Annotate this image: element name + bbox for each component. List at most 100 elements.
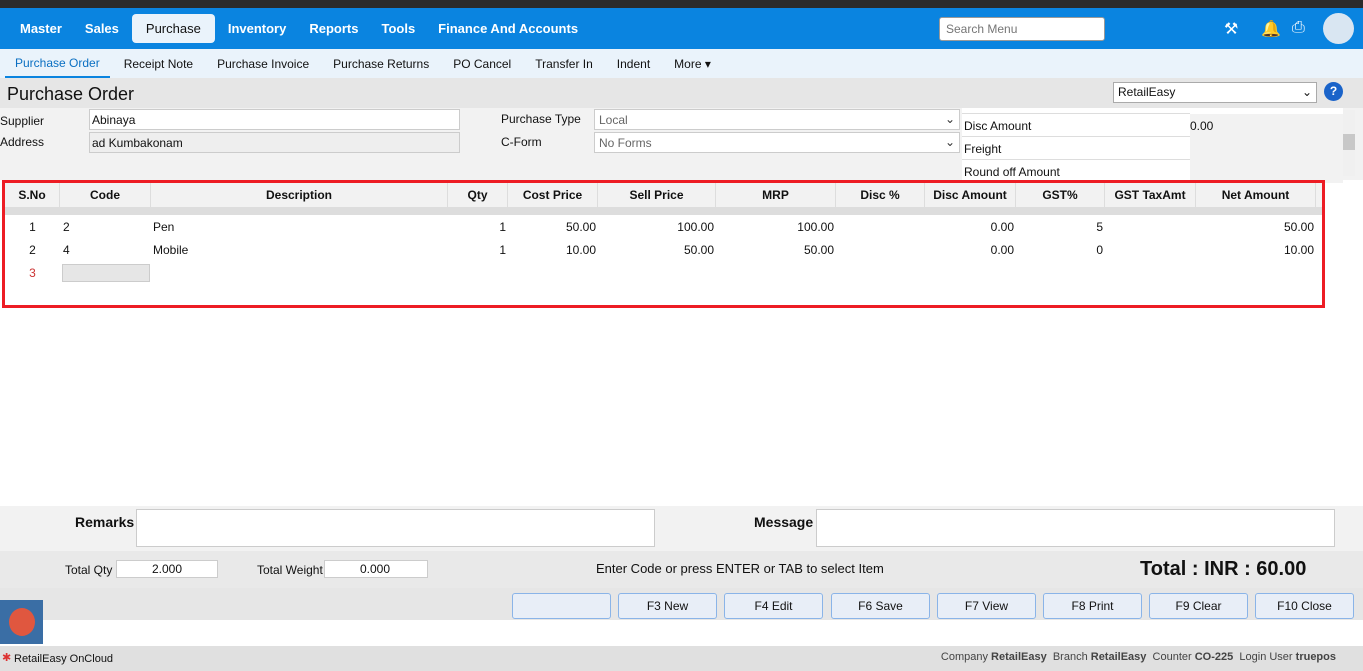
table-cell: 1 [499,219,506,234]
cform-select[interactable]: No Forms ⌄ [594,132,960,153]
app-name: RetailEasy OnCloud [14,653,114,665]
user-avatar[interactable] [1323,13,1354,44]
branch-value: RetailEasy [1090,651,1147,663]
table-cell: 0.00 [990,242,1014,257]
column-header[interactable]: GST TaxAmt [1105,183,1196,207]
counter-label: Counter [1152,651,1192,663]
table-cell: 2 [29,242,36,257]
company-value: RetailEasy [1118,85,1176,99]
column-header[interactable]: Disc % [836,183,925,207]
company-label: Company [940,651,988,663]
cform-label: C-Form [501,135,542,149]
tab-purchase-returns[interactable]: Purchase Returns [333,56,430,71]
notes-panel: Remarks Message [0,506,1363,551]
column-header[interactable]: Code [60,183,151,207]
column-header[interactable]: Disc Amount [925,183,1016,207]
grid-header: S.No Code Description Qty Cost Price Sell Pri… [5,183,1322,215]
nav-inventory[interactable]: Inventory [227,21,287,36]
summary-value [1190,160,1343,183]
address-input[interactable]: ad Kumbakonam [89,132,460,153]
clear-button[interactable]: F9 Clear [1149,593,1248,619]
column-header[interactable]: MRP [716,183,836,207]
table-cell: 50.00 [683,242,714,257]
table-cell: Mobile [153,242,189,257]
hint-text: Enter Code or press ENTER or TAB to sele… [596,561,884,576]
print-button[interactable]: F8 Print [1043,593,1142,619]
hammer-icon[interactable]: ⚒ [1224,21,1239,38]
table-row[interactable]: 1 2 Pen 1 50.00 100.00 100.00 0.00 5 50.00 [5,215,1322,238]
search-menu-input[interactable] [939,17,1105,41]
table-cell: 4 [63,242,70,257]
address-label: Address [0,135,45,149]
code-input[interactable] [62,263,150,282]
column-header[interactable]: Cost Price [508,183,598,207]
nav-tools[interactable]: Tools [381,21,416,36]
remarks-textarea[interactable] [136,509,655,547]
row-number: 3 [29,265,36,280]
new-row[interactable]: 3 [5,261,1322,284]
table-cell: 50.00 [803,242,834,257]
summary-scrollbar[interactable] [1343,110,1355,176]
table-cell: 0 [1096,242,1103,257]
items-grid: S.No Code Description Qty Cost Price Sell Pri… [2,180,1325,308]
sub-nav: Purchase Order Receipt Note Purchase Inv… [0,49,1363,78]
scroll-thumb[interactable] [1343,134,1355,150]
total-weight-label: Total Weight [257,563,323,577]
tab-po-cancel[interactable]: PO Cancel [453,56,512,71]
column-header[interactable]: Qty [448,183,508,207]
tab-purchase-invoice[interactable]: Purchase Invoice [217,56,310,71]
nav-reports[interactable]: Reports [309,21,359,36]
summary-row: Disc Amount 0.00 [962,114,1343,137]
total-qty-field: 2.000 [116,560,218,578]
support-avatar-icon[interactable] [0,600,43,644]
view-button[interactable]: F7 View [937,593,1036,619]
summary-label: Freight [964,142,1002,156]
user-value: truepos [1295,651,1336,663]
column-header[interactable]: Sell Price [598,183,716,207]
browser-top [0,0,1363,8]
close-button[interactable]: F10 Close [1255,593,1354,619]
summary-panel: Disc Amount 0.00 Freight Round off Amount [962,108,1343,183]
summary-value [1190,137,1343,160]
nav-purchase[interactable]: Purchase [131,14,215,43]
column-header[interactable]: Net Amount [1196,183,1316,207]
total-weight-field: 0.000 [324,560,428,578]
message-textarea[interactable] [816,509,1335,547]
edit-button[interactable]: F4 Edit [724,593,823,619]
purchase-type-select[interactable]: Local ⌄ [594,109,960,130]
chevron-down-icon: ⌄ [944,112,955,126]
help-icon[interactable]: ? [1324,82,1343,101]
action-bar: F3 New F4 Edit F6 Save F7 View F8 Print … [0,588,1363,620]
tab-indent[interactable]: Indent [616,56,651,71]
bell-icon[interactable]: 🔔 [1261,21,1281,38]
summary-label: Round off Amount [964,165,1060,179]
tab-purchase-order[interactable]: Purchase Order [5,50,110,78]
tab-receipt-note[interactable]: Receipt Note [123,56,194,71]
new-button[interactable]: F3 New [618,593,717,619]
save-button[interactable]: F6 Save [831,593,930,619]
column-header[interactable]: GST% [1016,183,1105,207]
table-cell: 5 [1096,219,1103,234]
status-bar: ✱ RetailEasy OnCloud Company RetailEasy … [0,646,1363,671]
table-row[interactable]: 2 4 Mobile 1 10.00 50.00 50.00 0.00 0 10.00 [5,238,1322,261]
summary-row: Freight [962,137,1343,160]
table-cell: 2 [63,219,70,234]
blank-button[interactable] [512,593,611,619]
nav-finance[interactable]: Finance And Accounts [438,21,579,36]
table-cell: 50.00 [565,219,596,234]
user-label: Login User [1239,651,1293,663]
nav-master[interactable]: Master [20,21,62,36]
tab-transfer-in[interactable]: Transfer In [535,56,593,71]
summary-label: Disc Amount [964,119,1032,133]
column-header[interactable]: S.No [5,183,60,207]
table-cell: 0.00 [990,219,1014,234]
total-qty-label: Total Qty [65,563,113,577]
supplier-input[interactable]: Abinaya [89,109,460,130]
table-cell: Pen [153,219,175,234]
nav-sales[interactable]: Sales [84,21,119,36]
remarks-label: Remarks [75,514,135,530]
company-select[interactable]: RetailEasy ⌄ [1113,82,1317,103]
column-header[interactable]: Description [151,183,448,207]
printer-icon[interactable]: ⎙ [1292,19,1305,36]
tab-more[interactable]: More ▾ [674,56,711,71]
